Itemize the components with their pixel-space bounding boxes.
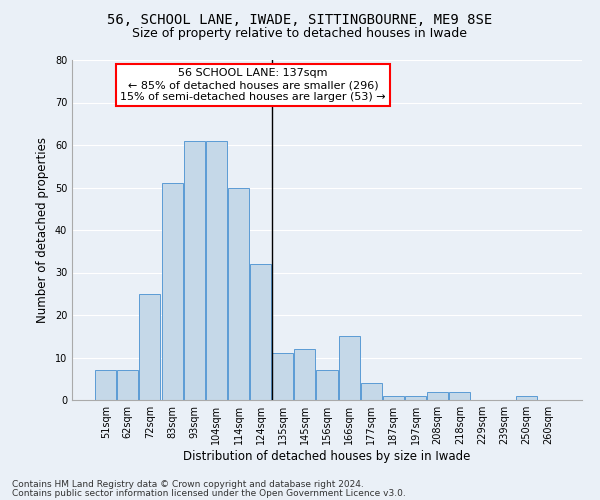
Text: Contains HM Land Registry data © Crown copyright and database right 2024.: Contains HM Land Registry data © Crown c… [12,480,364,489]
Text: 56, SCHOOL LANE, IWADE, SITTINGBOURNE, ME9 8SE: 56, SCHOOL LANE, IWADE, SITTINGBOURNE, M… [107,12,493,26]
Bar [316,370,338,400]
Y-axis label: Number of detached properties: Number of detached properties [36,137,49,323]
Bar [272,353,293,400]
Bar [95,370,116,400]
Bar [206,141,227,400]
Bar [427,392,448,400]
Bar [161,183,182,400]
Text: Contains public sector information licensed under the Open Government Licence v3: Contains public sector information licen… [12,488,406,498]
Text: 56 SCHOOL LANE: 137sqm
← 85% of detached houses are smaller (296)
15% of semi-de: 56 SCHOOL LANE: 137sqm ← 85% of detached… [120,68,386,102]
Bar [184,141,205,400]
Bar [405,396,426,400]
Bar [361,383,382,400]
Bar [515,396,536,400]
Bar [228,188,249,400]
Text: Size of property relative to detached houses in Iwade: Size of property relative to detached ho… [133,28,467,40]
Bar [250,264,271,400]
Bar [295,349,316,400]
Bar [338,336,359,400]
Bar [139,294,160,400]
X-axis label: Distribution of detached houses by size in Iwade: Distribution of detached houses by size … [184,450,470,463]
Bar [383,396,404,400]
Bar [118,370,139,400]
Bar [449,392,470,400]
